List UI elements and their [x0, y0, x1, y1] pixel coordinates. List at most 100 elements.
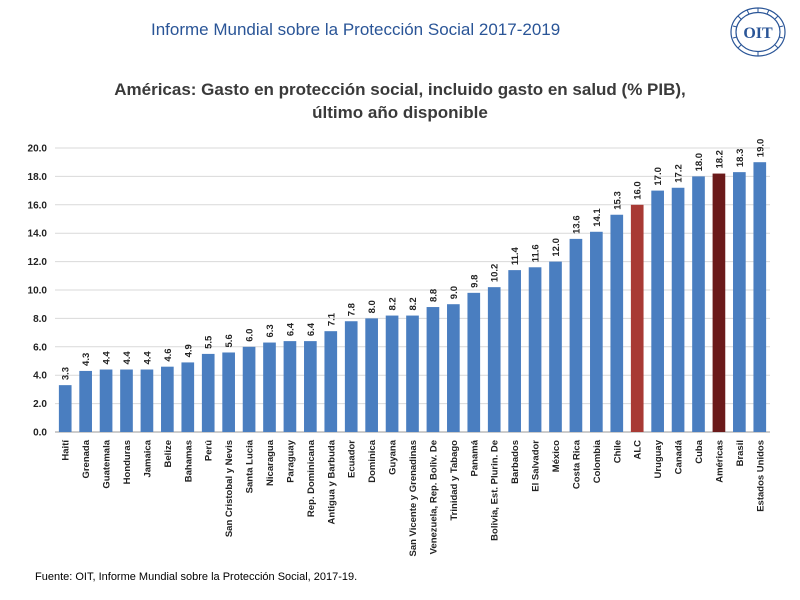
y-tick-label: 6.0	[33, 342, 47, 353]
bar	[426, 307, 440, 432]
category-label: Haití	[61, 440, 72, 461]
bar	[610, 214, 624, 432]
bar-value-label: 16.0	[633, 181, 644, 200]
bar	[671, 187, 685, 432]
bar-value-label: 12.0	[551, 238, 562, 257]
bar-value-label: 10.2	[490, 264, 501, 283]
category-label: Nicaragua	[265, 439, 276, 486]
bar-value-label: 6.4	[306, 322, 317, 336]
bar-value-label: 9.0	[449, 286, 460, 299]
bar-value-label: 13.6	[571, 215, 582, 234]
bar	[651, 190, 664, 432]
category-label: Ecuador	[347, 440, 358, 478]
category-label: Dominica	[367, 439, 378, 482]
bar	[304, 341, 317, 432]
category-label: Venezuela, Rep. Boliv. De	[428, 440, 439, 554]
y-tick-label: 16.0	[28, 200, 48, 211]
bar	[99, 369, 113, 432]
y-tick-label: 12.0	[28, 257, 48, 268]
category-label: San Vicente y Grenadinas	[408, 440, 419, 557]
logo-text: OIT	[743, 25, 773, 42]
bar	[487, 287, 501, 432]
bar-value-label: 8.0	[367, 300, 378, 313]
bar	[242, 346, 256, 432]
bar-value-label: 9.8	[469, 275, 480, 288]
bar	[733, 172, 746, 432]
bar	[385, 315, 399, 432]
bar-value-label: 4.4	[142, 351, 153, 365]
y-tick-label: 10.0	[28, 286, 48, 297]
bar	[508, 270, 521, 432]
chart-title-line1: Américas: Gasto en protección social, in…	[114, 80, 686, 99]
category-label: Bolivia, Est. Plurin. De	[490, 440, 501, 541]
bar	[58, 385, 72, 432]
bar	[630, 204, 644, 432]
bar	[79, 370, 92, 432]
y-tick-label: 2.0	[33, 399, 47, 410]
category-label: Trinidad y Tabago	[449, 440, 460, 521]
y-tick-label: 20.0	[28, 144, 48, 155]
bar	[549, 261, 562, 432]
bar-value-label: 18.3	[735, 149, 746, 168]
chart-title: Américas: Gasto en protección social, in…	[0, 78, 800, 124]
bar	[283, 341, 297, 432]
oit-logo-icon: OIT	[730, 7, 786, 57]
category-label: Panamá	[469, 439, 480, 476]
bar	[324, 331, 338, 432]
bar-value-label: 11.4	[510, 246, 521, 265]
bar	[161, 366, 174, 432]
category-label: Costa Rica	[571, 439, 582, 489]
bar	[467, 292, 481, 432]
category-label: ALC	[633, 440, 644, 460]
bar	[528, 267, 542, 432]
y-tick-label: 0.0	[33, 428, 47, 439]
category-label: Américas	[714, 440, 725, 483]
y-tick-label: 8.0	[33, 314, 47, 325]
bar	[140, 369, 154, 432]
category-label: Belize	[163, 440, 174, 467]
bar	[712, 173, 726, 432]
bar-value-label: 4.4	[122, 351, 133, 365]
category-label: Estados Unidos	[755, 440, 766, 512]
category-label: Uruguay	[653, 439, 664, 478]
bar	[692, 176, 705, 432]
category-label: Guatemala	[102, 439, 113, 488]
category-label: San Cristobal y Nevis	[224, 440, 235, 537]
bar-value-label: 4.4	[102, 351, 113, 365]
category-label: Cuba	[694, 439, 705, 463]
category-label: Guyana	[388, 439, 399, 475]
bar	[263, 342, 276, 432]
chart-title-line2: último año disponible	[312, 103, 488, 122]
category-label: Barbados	[510, 440, 521, 484]
bar	[120, 369, 133, 432]
category-label: Brasil	[735, 440, 746, 466]
bar	[447, 304, 460, 432]
bar-value-label: 7.1	[326, 312, 337, 326]
y-tick-label: 14.0	[28, 229, 48, 240]
bar-value-label: 8.2	[388, 297, 399, 310]
bar	[181, 362, 195, 432]
bar-value-label: 5.5	[204, 335, 215, 349]
bar	[201, 353, 215, 432]
source-note: Fuente: OIT, Informe Mundial sobre la Pr…	[35, 571, 358, 583]
bar-value-label: 17.2	[674, 164, 685, 183]
bar-value-label: 5.6	[224, 334, 235, 347]
bar	[590, 231, 603, 432]
bar	[365, 318, 378, 432]
category-label: Santa Lucia	[245, 439, 256, 493]
bar-value-label: 4.3	[81, 353, 92, 366]
bar-value-label: 4.6	[163, 348, 174, 361]
category-label: Colombia	[592, 439, 603, 483]
category-label: Rep. Dominicana	[306, 439, 317, 517]
category-label: México	[551, 440, 562, 472]
bar	[569, 238, 583, 432]
bar-value-label: 18.0	[694, 153, 705, 172]
category-label: Canadá	[674, 439, 685, 474]
bar	[406, 315, 419, 432]
bar	[753, 162, 767, 432]
bar-value-label: 4.9	[183, 344, 194, 357]
bar-value-label: 19.0	[755, 139, 766, 158]
category-label: Jamaica	[142, 439, 153, 477]
category-label: Bahamas	[183, 440, 194, 482]
